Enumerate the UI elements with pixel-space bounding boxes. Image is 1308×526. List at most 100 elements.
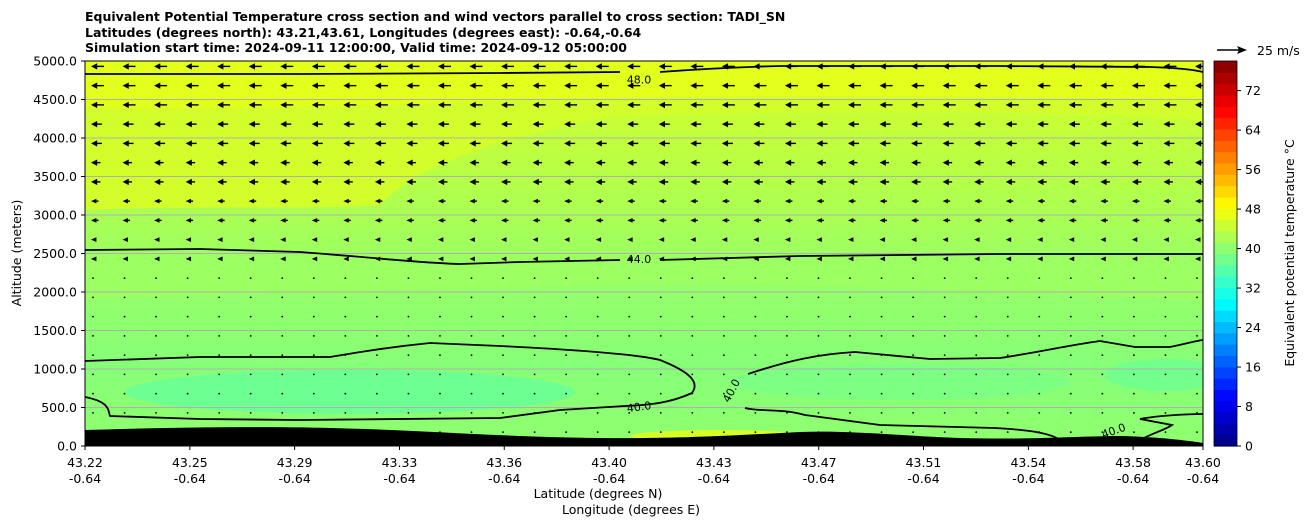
wind-vector: [1037, 256, 1043, 262]
wind-vector: [596, 277, 599, 280]
wind-vector: [817, 334, 820, 337]
y-tick-label: 1000.0: [33, 362, 77, 377]
wind-vector: [1163, 159, 1173, 166]
wind-vector: [1068, 140, 1080, 147]
wind-vector: [1037, 101, 1051, 109]
colorbar-segment: [1214, 378, 1237, 390]
x-tick-label-lon: -0.64: [593, 471, 625, 486]
x-tick-label-lon: -0.64: [383, 471, 415, 486]
colorbar-segment: [1214, 400, 1237, 413]
wind-vector: [280, 82, 294, 89]
wind-vector: [1005, 120, 1017, 128]
wind-vector: [690, 198, 698, 204]
wind-vector: [690, 140, 702, 147]
wind-vector: [249, 315, 252, 318]
wind-vector: [658, 237, 665, 243]
x-tick-label-lon: -0.64: [69, 471, 101, 486]
wind-vector: [690, 217, 698, 223]
wind-vector: [786, 411, 788, 414]
wind-vector: [784, 256, 791, 262]
wind-vector: [564, 63, 578, 70]
terrain: [85, 427, 1203, 446]
wind-vector: [1101, 354, 1104, 357]
wind-vector: [564, 178, 574, 186]
wind-vector: [1006, 277, 1009, 280]
wind-vector: [1101, 373, 1104, 376]
wind-vector: [217, 256, 223, 262]
wind-vector: [1101, 334, 1104, 337]
wind-vector: [532, 82, 546, 89]
wind-vector: [533, 373, 536, 376]
wind-vector: [217, 120, 229, 128]
wind-vector: [754, 411, 757, 414]
colorbar-segment: [1214, 117, 1237, 130]
wind-vector: [217, 198, 225, 204]
field-cell-low-left: [125, 370, 575, 414]
x-tick-label-lat: 43.22: [67, 455, 103, 470]
y-tick-label: 1500.0: [33, 323, 77, 338]
wind-vector: [595, 82, 609, 89]
wind-vector: [974, 198, 982, 204]
wind-vector: [753, 159, 763, 166]
wind-vector: [1037, 159, 1047, 166]
wind-vector: [974, 256, 980, 262]
wind-vector: [1100, 217, 1108, 223]
wind-vector: [217, 63, 231, 70]
wind-vector: [1163, 217, 1171, 223]
wind-vector: [92, 315, 94, 318]
wind-vector: [1100, 82, 1114, 89]
wind-vector: [627, 178, 637, 186]
wind-vector: [1037, 82, 1051, 89]
wind-vector: [975, 431, 978, 434]
y-axis-label: Altitude (meters): [9, 200, 24, 307]
wind-vector: [1069, 296, 1072, 299]
wind-vector: [374, 256, 381, 262]
colorbar-segment: [1214, 185, 1237, 198]
wind-vector: [911, 159, 921, 166]
wind-vector: [91, 178, 101, 186]
wind-vector: [1133, 315, 1135, 318]
wind-vector: [784, 140, 796, 147]
wind-vector: [1164, 392, 1167, 395]
wind-vector: [123, 296, 126, 299]
wind-vector: [849, 373, 851, 376]
wind-vector: [596, 334, 599, 337]
colorbar-tick-label: 64: [1245, 123, 1261, 138]
wind-vector: [754, 315, 757, 318]
wind-vector: [311, 82, 325, 89]
x-axis: 43.22-0.6443.25-0.6443.29-0.6443.33-0.64…: [67, 446, 1221, 486]
wind-vector: [595, 217, 604, 223]
wind-vector: [501, 140, 513, 147]
wind-vector: [943, 354, 946, 357]
wind-vector: [595, 198, 604, 204]
wind-vector: [344, 431, 347, 434]
wind-vector: [470, 334, 473, 337]
wind-vector: [1005, 140, 1017, 147]
wind-vector: [627, 217, 635, 223]
wind-vector: [344, 296, 347, 299]
wind-vector: [248, 256, 255, 262]
wind-vector: [312, 392, 315, 395]
wind-vector: [437, 120, 449, 128]
colorbar-segment: [1214, 412, 1237, 424]
wind-vector: [754, 392, 757, 395]
wind-vector: [596, 296, 599, 299]
wind-vector: [374, 178, 385, 186]
wind-vector: [879, 120, 891, 128]
wind-vector: [533, 392, 536, 395]
wind-vector: [312, 315, 315, 318]
wind-vector: [1101, 392, 1104, 395]
colorbar-segment: [1214, 332, 1237, 345]
wind-vector: [564, 217, 572, 223]
wind-vector: [532, 198, 541, 204]
wind-vector: [816, 159, 826, 166]
wind-vector: [1037, 237, 1043, 243]
wind-vector: [1068, 256, 1075, 262]
wind-vector: [407, 373, 410, 376]
wind-vector: [658, 140, 670, 147]
x-tick-label-lat: 43.51: [906, 455, 942, 470]
wind-vector: [1006, 392, 1009, 395]
x-tick-label-lon: -0.64: [1187, 471, 1219, 486]
wind-vector: [502, 392, 504, 395]
x-tick-label-lon: -0.64: [907, 471, 939, 486]
